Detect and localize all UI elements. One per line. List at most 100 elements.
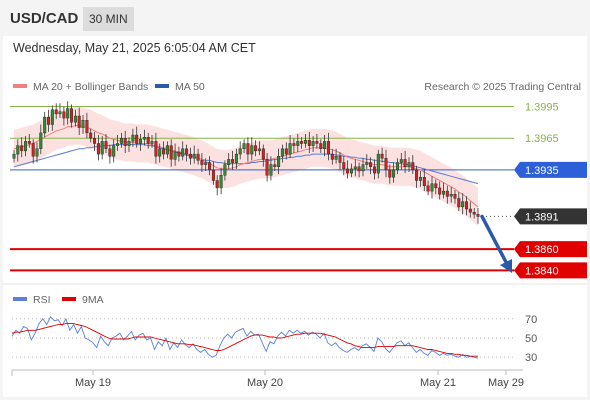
level-label-text-0: 1.3995 [525,102,559,114]
candle [300,137,304,149]
candle [411,155,415,175]
level-label-0: 1.3995 [525,102,559,114]
level-label-box-3 [514,208,587,225]
forecast-arrow [480,214,512,273]
x-axis-tick-label-0: May 19 [75,377,111,389]
candle [277,148,281,175]
candle [39,124,43,155]
candle [326,132,330,161]
candle [223,160,227,181]
candle [115,135,119,151]
candle [261,144,265,167]
candle [465,196,469,216]
level-label-2: 1.3935 [514,161,587,178]
candle [445,185,449,204]
candle [392,162,396,183]
candle [24,136,28,157]
candle [250,137,254,161]
rsi-line [11,316,479,359]
candle [73,109,77,127]
candle [380,147,384,163]
candle [476,208,480,224]
header-bar: USD/CAD 30 MIN [0,0,590,36]
candle [338,152,342,170]
candle [158,143,162,163]
candle [292,138,296,153]
ma20-legend-swatch [13,84,27,88]
level-label-text-5: 1.3840 [525,265,559,277]
candle [373,159,377,180]
candle [453,190,457,204]
candle [388,164,392,184]
candle [146,132,150,149]
x-axis-tick-label-3: May 29 [488,377,524,389]
credit-text: Research © 2025 Trading Central [424,81,581,93]
candle [104,134,108,153]
candle [419,171,423,187]
candle [361,158,365,177]
candle [238,141,242,160]
candle [100,136,104,160]
candle [162,141,166,160]
candle [85,112,89,139]
candle [319,139,323,153]
candle [422,168,426,192]
candle [269,156,273,181]
candle [426,180,430,196]
candle [284,142,288,160]
rsi-tick-label-70: 70 [525,314,537,326]
ma50-legend-label: MA 50 [175,81,205,93]
candle [108,144,112,164]
candle [273,159,277,171]
bollinger-bands [14,106,478,226]
candle [77,107,81,135]
level-label-text-3: 1.3891 [525,211,559,223]
candle [58,103,62,119]
candle [315,134,319,149]
candle [96,135,100,161]
candle [442,182,446,199]
candle [35,142,39,163]
candle [208,156,212,176]
candle [407,157,411,172]
datetime-label: Wednesday, May 21, 2025 6:05:04 AM CET [13,41,256,55]
candle [211,161,215,185]
candle [169,139,173,167]
candle [31,139,35,164]
candle [307,131,311,153]
candle [365,154,369,169]
candle [81,115,85,134]
level-label-box-2 [514,161,587,178]
level-label-4: 1.3860 [514,241,587,258]
candle [215,175,219,196]
candle [254,140,258,157]
forecast-arrow-head [500,258,512,273]
rsi-lines [11,316,479,359]
interval-badge[interactable]: 30 MIN [83,7,134,31]
candle [181,141,185,161]
candle [135,126,139,148]
level-label-text-4: 1.3860 [525,244,559,256]
candle [303,134,307,148]
candle [142,129,146,146]
candle [62,106,66,126]
candle [403,150,407,174]
candle [192,145,196,164]
rsi-ma9-line [11,323,478,357]
candle [265,153,269,182]
candle [234,148,238,169]
candle [434,179,438,195]
level-label-text-2: 1.3935 [525,165,559,177]
ma20-line [13,125,479,208]
candle [353,159,357,177]
candle [92,131,96,151]
forecast-arrow-shaft [480,214,509,266]
moving-averages [13,125,479,208]
rsi-tick-label-30: 30 [525,352,537,364]
ma50-legend-swatch [155,84,169,88]
candle [54,103,58,120]
candle [472,208,476,219]
candle [119,132,123,148]
candle [154,132,158,164]
